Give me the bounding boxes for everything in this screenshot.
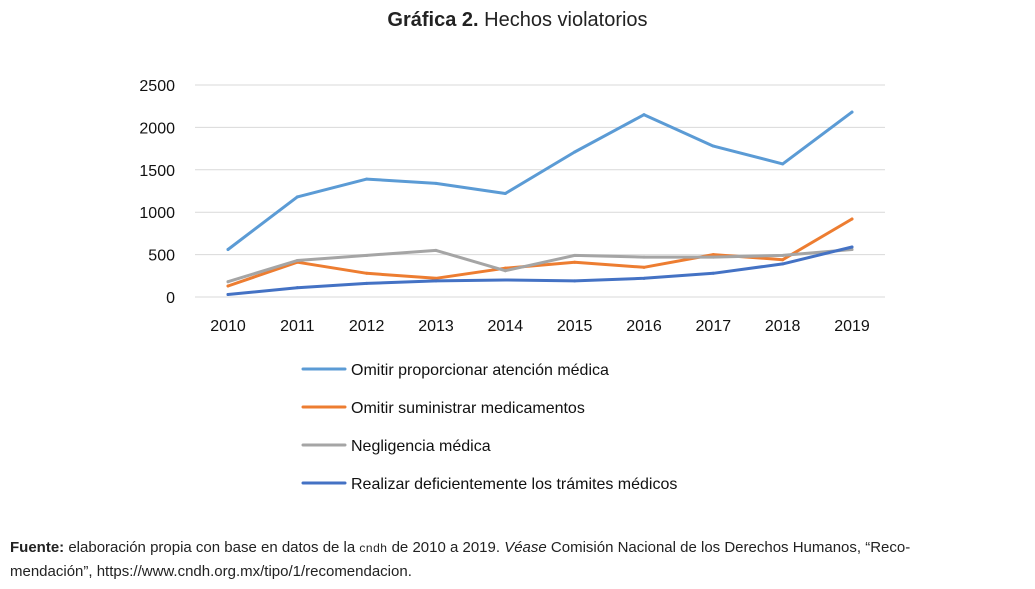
y-tick-label: 2500 <box>139 78 175 95</box>
footnote-text-1: elaboración propia con base en datos de … <box>64 539 360 556</box>
y-tick-label: 1000 <box>139 205 175 222</box>
data-point <box>365 281 369 285</box>
series-line <box>226 110 854 251</box>
data-point <box>642 265 646 269</box>
legend: Omitir proporcionar atención médica Omiti… <box>301 362 677 493</box>
data-point <box>365 177 369 181</box>
data-point <box>642 255 646 259</box>
series-line <box>226 245 854 296</box>
data-point <box>573 253 577 257</box>
data-point <box>850 248 854 252</box>
series-lines <box>226 110 854 296</box>
data-point <box>365 271 369 275</box>
source-footnote: Fuente: elaboración propia con base en d… <box>10 536 1025 584</box>
data-point <box>295 195 299 199</box>
data-point <box>434 248 438 252</box>
data-point <box>781 253 785 257</box>
x-axis-ticks: 2010 2011 2012 2013 2014 2015 2016 2017 2018 2019 <box>210 318 870 335</box>
footnote-label: Fuente: <box>10 539 65 556</box>
data-point <box>503 192 507 196</box>
data-point <box>295 259 299 263</box>
data-point <box>781 258 785 262</box>
x-tick-label: 2014 <box>488 318 524 335</box>
y-tick-label: 500 <box>148 248 175 265</box>
data-point <box>434 279 438 283</box>
data-point <box>295 286 299 290</box>
data-point <box>226 292 230 296</box>
data-point <box>503 278 507 282</box>
footnote-text-3: Comisión Nacional de los Derechos Humano… <box>546 539 911 556</box>
data-point <box>711 253 715 257</box>
chart-title-text: Hechos violatorios <box>478 9 648 31</box>
data-point <box>781 262 785 266</box>
data-point <box>226 280 230 284</box>
data-point <box>642 113 646 117</box>
data-point <box>226 284 230 288</box>
data-point <box>573 150 577 154</box>
chart-title-number: Gráfica 2. <box>387 9 479 31</box>
x-tick-label: 2016 <box>626 318 662 335</box>
data-point <box>711 255 715 259</box>
y-tick-label: 1500 <box>139 163 175 180</box>
chart-title: Gráfica 2. Hechos violatorios <box>0 6 1035 34</box>
data-point <box>365 253 369 257</box>
legend-label: Omitir suministrar medicamentos <box>351 400 585 417</box>
x-tick-label: 2017 <box>696 318 732 335</box>
legend-label: Realizar deficientemente los trámites mé… <box>351 476 677 493</box>
x-tick-label: 2018 <box>765 318 801 335</box>
data-point <box>503 269 507 273</box>
series-line <box>226 217 854 288</box>
data-point <box>503 266 507 270</box>
data-point <box>850 110 854 114</box>
y-axis-ticks: 0 500 1000 1500 2000 2500 <box>139 78 175 307</box>
data-point <box>434 181 438 185</box>
data-point <box>711 271 715 275</box>
data-point <box>573 260 577 264</box>
x-tick-label: 2012 <box>349 318 385 335</box>
x-tick-label: 2015 <box>557 318 593 335</box>
y-tick-label: 2000 <box>139 120 175 137</box>
legend-label: Omitir proporcionar atención médica <box>351 362 609 379</box>
x-tick-label: 2011 <box>280 318 315 335</box>
data-point <box>850 245 854 249</box>
data-point <box>781 162 785 166</box>
data-point <box>850 217 854 221</box>
data-point <box>573 279 577 283</box>
x-tick-label: 2010 <box>210 318 246 335</box>
y-tick-label: 0 <box>166 290 175 307</box>
legend-label: Negligencia médica <box>351 438 491 455</box>
footnote-line-2: mendación”, https://www.cndh.org.mx/tipo… <box>10 563 412 580</box>
footnote-text-2: de 2010 a 2019. <box>387 539 505 556</box>
footnote-org: cndh <box>359 541 388 555</box>
x-tick-label: 2013 <box>418 318 454 335</box>
series-line <box>226 248 854 284</box>
data-point <box>226 248 230 252</box>
data-point <box>711 144 715 148</box>
footnote-vease: Véase <box>504 539 547 556</box>
data-point <box>434 276 438 280</box>
x-tick-label: 2019 <box>834 318 870 335</box>
data-point <box>642 276 646 280</box>
